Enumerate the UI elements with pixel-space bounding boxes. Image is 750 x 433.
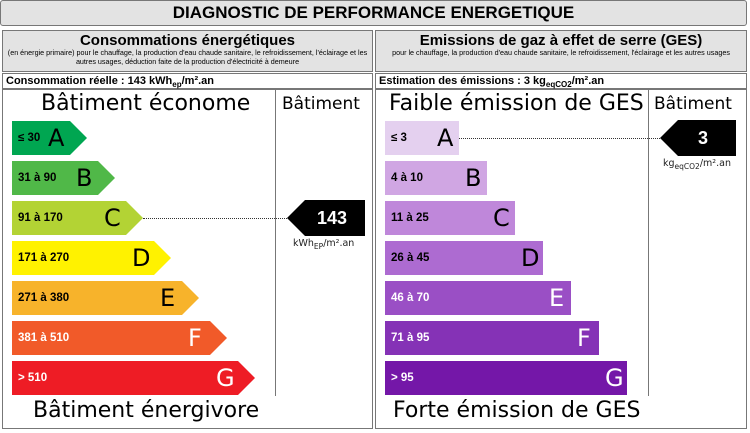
rating-letter: G (216, 364, 235, 392)
building-value-indicator: 143 (287, 200, 365, 236)
value-unit-sub: EP (313, 241, 324, 251)
rating-bar-e: 271 à 380 E (12, 281, 199, 315)
rating-range: > 510 (18, 372, 48, 384)
rating-leader-line (143, 218, 287, 219)
rating-range: 4 à 10 (391, 172, 423, 184)
rating-range: 31 à 90 (18, 172, 57, 184)
energy-estimate-suffix: /m².an (181, 75, 215, 87)
rating-arrow-d (385, 241, 543, 275)
rating-range: 26 à 45 (391, 252, 430, 264)
value-unit: kgeqCO2/m².an (663, 158, 731, 171)
rating-range: ≤ 30 (18, 132, 41, 144)
rating-arrow-b (385, 161, 487, 195)
ges-header-subtitle: pour le chauffage, la production d'eau c… (392, 48, 730, 57)
rating-letter: C (493, 204, 510, 232)
rating-letter: F (188, 324, 202, 352)
rating-range: 271 à 380 (18, 292, 70, 304)
rating-letter: F (577, 324, 591, 352)
rating-range: > 95 (391, 372, 414, 384)
rating-arrow-f (385, 321, 599, 355)
rating-letter: C (104, 204, 121, 232)
rating-arrow-a (385, 121, 459, 155)
energy-header: Consommations énergétiques (en énergie p… (2, 30, 373, 72)
energy-header-title: Consommations énergétiques (79, 32, 296, 49)
ges-header: Emissions de gaz à effet de serre (GES) … (375, 30, 747, 72)
rating-range: 381 à 510 (18, 332, 70, 344)
ges-column-divider (648, 90, 649, 396)
rating-arrow-a (12, 121, 87, 155)
ges-header-title: Emissions de gaz à effet de serre (GES) (419, 32, 703, 49)
energy-top-label: Bâtiment économe (41, 91, 251, 116)
ges-estimate-prefix: Estimation des émissions : 3 kg (379, 75, 546, 87)
building-value: 143 (316, 208, 347, 228)
rating-bar-b: 4 à 10 B (385, 161, 504, 195)
rating-bar-b: 31 à 90 B (12, 161, 115, 195)
rating-range: 91 à 170 (18, 212, 63, 224)
rating-arrow-c (385, 201, 515, 235)
ges-top-label: Faible émission de GES (389, 91, 644, 116)
rating-letter: B (465, 164, 482, 192)
value-unit-prefix: kWh (293, 238, 314, 249)
ges-estimate: Estimation des émissions : 3 kgeqCO2/m².… (375, 73, 747, 89)
ges-column-label: Bâtiment (654, 94, 732, 114)
value-arrow-shape (660, 120, 736, 156)
building-value: 3 (697, 128, 708, 148)
energy-bottom-label: Bâtiment énergivore (33, 398, 260, 423)
rating-bar-e: 46 à 70 E (385, 281, 588, 315)
rating-bar-d: 171 à 270 D (12, 241, 171, 275)
value-unit-suffix: /m².an (323, 238, 355, 249)
rating-letter: B (76, 164, 93, 192)
page-title: DIAGNOSTIC DE PERFORMANCE ENERGETIQUE (0, 0, 747, 26)
rating-bar-a: ≤ 3 A (385, 121, 476, 155)
rating-arrow-e (385, 281, 571, 315)
ges-panel: Faible émission de GES Bâtiment ≤ 3 A 4 à … (375, 89, 747, 429)
rating-range: 171 à 270 (18, 252, 70, 264)
rating-letter: D (521, 244, 540, 272)
rating-arrow-b (12, 161, 115, 195)
value-unit-suffix: /m².an (699, 158, 731, 169)
rating-letter: A (437, 124, 454, 152)
building-value-indicator: 3 (660, 120, 736, 156)
rating-range: 46 à 70 (391, 292, 430, 304)
value-arrow-shape (287, 200, 365, 236)
rating-letter: D (132, 244, 151, 272)
rating-arrow-g (12, 361, 255, 395)
ges-estimate-sub: eqCO2 (545, 80, 572, 90)
ges-bottom-label: Forte émission de GES (393, 398, 641, 423)
rating-bar-f: 71 à 95 F (385, 321, 616, 355)
value-unit-prefix: kg (663, 158, 675, 169)
energy-estimate: Consommation réelle : 143 kWhep/m².an (2, 73, 373, 89)
rating-arrow-c (12, 201, 143, 235)
rating-letter: E (549, 284, 565, 312)
rating-leader-line (459, 138, 660, 139)
energy-estimate-sub: ep (172, 80, 182, 90)
rating-range: ≤ 3 (391, 132, 407, 144)
rating-letter: G (605, 364, 624, 392)
rating-bar-c: 11 à 25 C (385, 201, 532, 235)
rating-bar-f: 381 à 510 F (12, 321, 227, 355)
rating-bar-c: 91 à 170 C (12, 201, 143, 235)
energy-column-divider (275, 90, 276, 396)
ges-estimate-suffix: /m².an (571, 75, 605, 87)
rating-bar-a: ≤ 30 A (12, 121, 87, 155)
energy-estimate-prefix: Consommation réelle : 143 kWh (6, 75, 173, 87)
rating-arrow-e (12, 281, 199, 315)
rating-range: 11 à 25 (391, 212, 429, 224)
rating-arrow-d (12, 241, 171, 275)
rating-letter: A (48, 124, 65, 152)
rating-arrow-g (385, 361, 627, 395)
rating-range: 71 à 95 (391, 332, 430, 344)
energy-column-label: Bâtiment (282, 94, 360, 114)
rating-arrow-f (12, 321, 227, 355)
energy-header-subtitle: (en énergie primaire) pour le chauffage,… (7, 48, 368, 66)
value-unit: kWhEP/m².an (293, 238, 354, 251)
rating-bar-g: > 510 G (12, 361, 255, 395)
energy-panel: Bâtiment économe Bâtiment ≤ 30 A 31 à 90 B 9… (2, 89, 373, 429)
rating-bar-g: > 95 G (385, 361, 644, 395)
value-unit-sub: eqCO2 (674, 161, 700, 171)
rating-bar-d: 26 à 45 D (385, 241, 560, 275)
rating-letter: E (160, 284, 176, 312)
